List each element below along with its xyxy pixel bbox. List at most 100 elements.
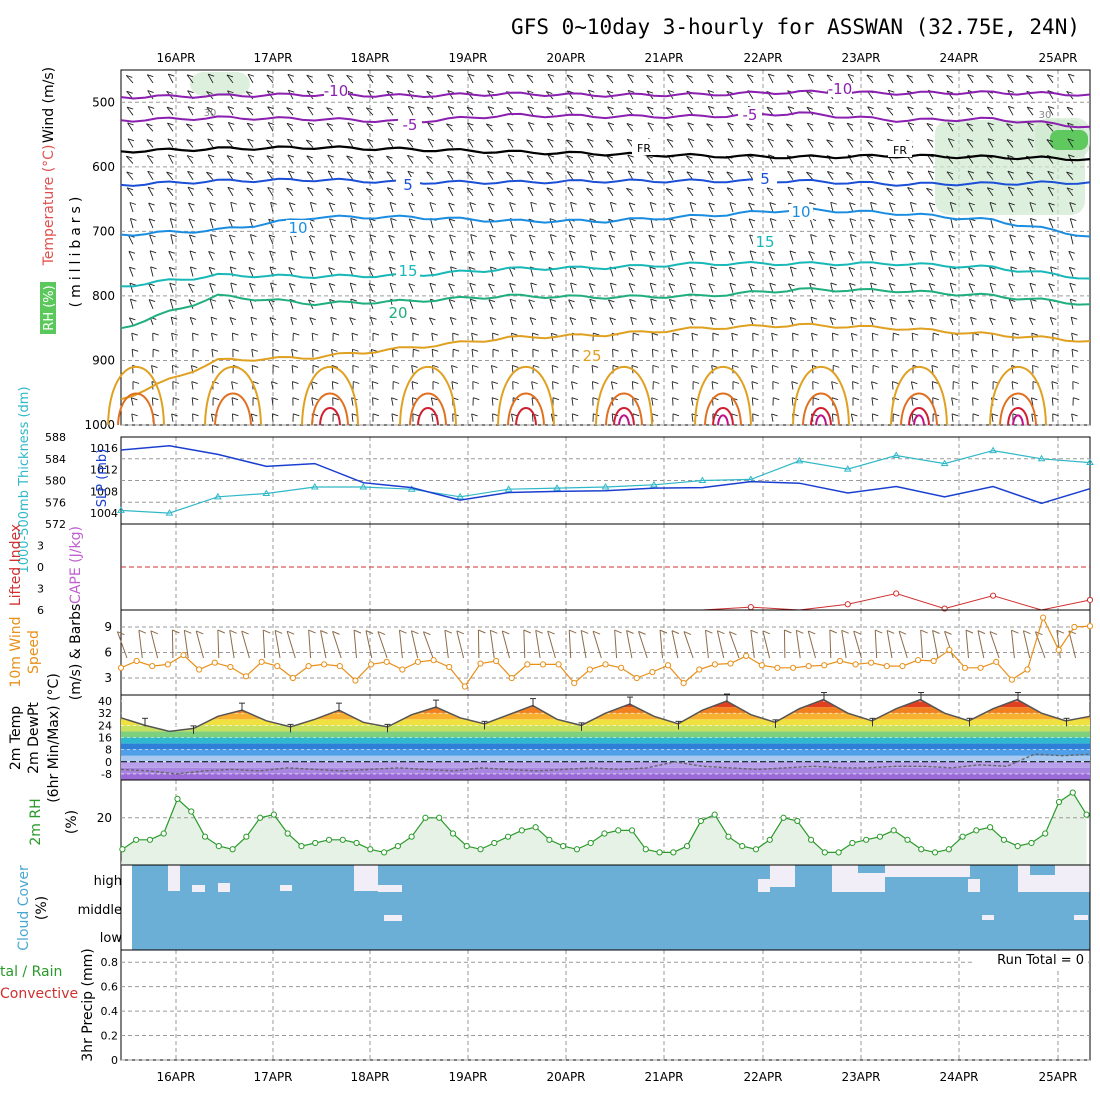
wind10m-barb xyxy=(536,630,540,658)
wind10m-barb xyxy=(524,630,525,658)
thickness-tick-label: 584 xyxy=(45,453,66,466)
wind10m-point xyxy=(665,663,670,668)
upper-wind-barb-flag xyxy=(932,365,938,367)
upper-wind-barb-flag xyxy=(1071,317,1077,319)
upper-wind-barb xyxy=(252,365,253,373)
wind10m-barb xyxy=(808,631,815,658)
upper-wind-barb-flag xyxy=(993,365,999,367)
wind10m-barb xyxy=(457,631,464,658)
wind10m-barb xyxy=(1023,631,1029,658)
upper-wind-barb-flag xyxy=(313,365,319,367)
wind10m-barb-flag xyxy=(275,630,282,633)
upper-wind-barb-flag xyxy=(193,414,199,416)
upper-wind-barb xyxy=(670,251,673,261)
upper-wind-barb-flag xyxy=(151,267,157,269)
rh-contour-label: 30 xyxy=(204,108,217,119)
wind10m-barb xyxy=(627,631,632,658)
upper-wind-barb-flag xyxy=(511,235,517,237)
thickness-tick-label: 580 xyxy=(45,475,66,488)
upper-wind-barb-flag xyxy=(193,349,199,351)
top-date-label: 20APR xyxy=(546,51,585,65)
upper-wind-barb xyxy=(690,202,693,212)
precip-unit-label: 3hr Precip (mm) xyxy=(80,948,96,1061)
upper-wind-barb-flag xyxy=(691,299,697,301)
rh2m-point xyxy=(1056,799,1061,804)
wind10m-barb-flag xyxy=(1011,630,1018,633)
wind10m-point xyxy=(150,664,155,669)
rh2m-point xyxy=(712,812,717,817)
cloud-level-label: middle xyxy=(78,903,122,918)
upper-wind-barb xyxy=(650,202,653,212)
wind10m-barb-flag xyxy=(536,630,543,633)
wind10m-barb xyxy=(445,630,448,658)
upper-wind-barb-flag xyxy=(172,365,178,367)
wind10m-barb-flag xyxy=(784,630,791,633)
upper-wind-barb-flag xyxy=(331,349,337,351)
upper-wind-barb xyxy=(1012,398,1013,406)
warm-contour xyxy=(108,367,164,425)
wind10m-barb xyxy=(242,631,250,658)
upper-wind-barb-flag xyxy=(872,333,878,335)
upper-wind-barb xyxy=(931,317,933,325)
contour-label: FR xyxy=(893,144,907,157)
hot-contour xyxy=(418,408,438,425)
rh2m-point xyxy=(368,847,373,852)
upper-wind-barb xyxy=(552,365,553,373)
wind10m-point xyxy=(619,665,624,670)
wind10m-point xyxy=(1056,647,1061,652)
upper-wind-barb xyxy=(931,349,933,357)
upper-wind-barb-flag xyxy=(992,349,998,351)
upper-wind-barb-flag xyxy=(211,333,217,335)
upper-wind-barb xyxy=(692,333,693,341)
upper-wind-barb xyxy=(770,203,773,212)
rh-shading xyxy=(190,72,250,96)
upper-wind-barb xyxy=(652,398,653,406)
upper-wind-barb xyxy=(372,382,373,390)
wind10m-barb-flag xyxy=(921,630,928,633)
rh2m-point xyxy=(740,844,745,849)
upper-wind-barb-flag xyxy=(372,382,378,384)
upper-wind-barb xyxy=(1052,398,1053,406)
upper-wind-barb xyxy=(391,218,393,228)
wind10m-barb xyxy=(490,630,494,658)
upper-wind-barb-flag xyxy=(851,414,857,416)
upper-wind-barb xyxy=(232,414,233,422)
upper-wind-barb-flag xyxy=(572,414,578,416)
wind10m-point xyxy=(837,658,842,663)
wind10m-point xyxy=(1087,624,1092,629)
upper-wind-barb-flag xyxy=(733,365,739,367)
upper-wind-barb xyxy=(732,333,733,341)
upper-wind-barb-flag xyxy=(772,365,778,367)
wind10m-point xyxy=(556,662,561,667)
rh2m-point xyxy=(822,850,827,855)
upper-wind-barb xyxy=(550,299,553,309)
pressure-tick-label: 900 xyxy=(92,353,115,367)
upper-wind-barb xyxy=(490,251,493,261)
upper-wind-barb xyxy=(172,333,173,341)
upper-wind-barb xyxy=(1072,414,1073,422)
dewpt-side-label: 2m DewPt xyxy=(26,702,42,774)
cloud-gap xyxy=(968,879,980,892)
rh2m-point xyxy=(657,850,662,855)
pressure-tick-label: 1000 xyxy=(84,418,115,432)
cloud-gap xyxy=(354,865,378,891)
upper-wind-barb-flag xyxy=(252,349,258,351)
wind10m-point xyxy=(478,661,483,666)
upper-wind-barb xyxy=(511,414,513,422)
upper-wind-barb xyxy=(432,333,433,341)
upper-wind-barb-flag xyxy=(751,267,757,269)
upper-wind-barb xyxy=(551,317,553,325)
wind10m-barb-flag xyxy=(218,630,225,633)
upper-wind-barb-flag xyxy=(931,251,937,253)
upper-wind-barb xyxy=(1030,283,1033,293)
wind10m-barb xyxy=(502,631,509,658)
upper-wind-barb-flag xyxy=(733,382,739,384)
temp-band xyxy=(121,774,1090,780)
upper-wind-barb xyxy=(152,398,153,406)
wind10m-barb xyxy=(705,630,708,658)
upper-wind-barb-flag xyxy=(271,202,277,204)
upper-wind-barb-flag xyxy=(493,349,499,351)
top-date-label: 19APR xyxy=(448,51,487,65)
upper-wind-barb xyxy=(650,267,653,276)
